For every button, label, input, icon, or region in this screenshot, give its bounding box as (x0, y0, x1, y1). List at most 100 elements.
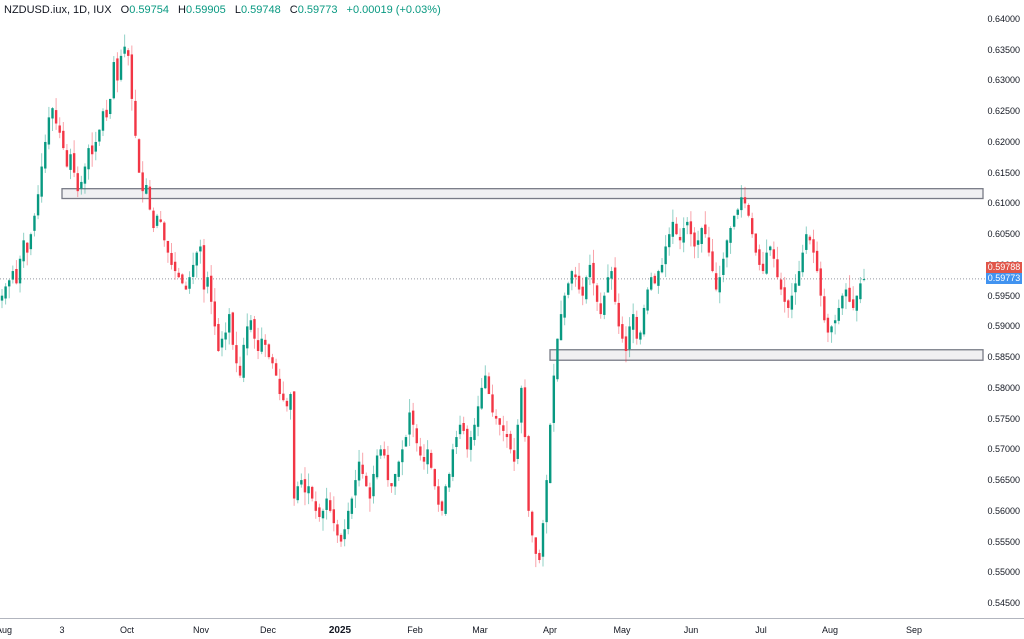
candle (502, 415, 505, 442)
candle (484, 365, 487, 390)
price-axis[interactable]: 0.64000 0.63500 0.63000 0.62500 0.62000 0.615… (985, 0, 1024, 618)
candle (98, 129, 101, 146)
candle (267, 343, 271, 360)
candle (556, 338, 559, 382)
candle (188, 271, 191, 294)
candle (592, 249, 595, 296)
candle (631, 303, 635, 344)
price-tick-label: 0.58000 (987, 382, 1020, 393)
candle (235, 331, 238, 373)
candle (624, 326, 628, 363)
candle (365, 472, 368, 487)
candle (617, 293, 620, 334)
candle (105, 99, 108, 121)
candle (44, 134, 47, 173)
candle (94, 131, 97, 161)
candle (761, 251, 765, 274)
candle (173, 252, 177, 280)
candle (722, 252, 725, 283)
candle (318, 503, 321, 522)
candle (347, 502, 350, 535)
candle (134, 89, 137, 139)
candle (4, 283, 7, 305)
candle (473, 418, 476, 446)
candle (40, 153, 43, 203)
candle (476, 395, 480, 437)
candle (375, 449, 379, 480)
candle (289, 392, 292, 420)
candle (54, 98, 58, 130)
candle (740, 185, 743, 218)
candle (480, 378, 483, 410)
time-tick-label: Feb (407, 625, 423, 635)
candle (732, 215, 736, 230)
candle (437, 479, 440, 512)
candle (765, 239, 768, 275)
candle (72, 140, 76, 178)
candle (711, 238, 714, 273)
candle (747, 203, 750, 218)
candle (260, 327, 263, 355)
candle (101, 108, 105, 137)
candle (783, 276, 786, 313)
candle (664, 235, 667, 278)
candle (166, 240, 170, 263)
time-axis[interactable]: Aug 3 Oct Nov Dec 2025 Feb Mar Apr May Jun Jul Aug Se… (0, 618, 1024, 639)
candle (833, 314, 837, 335)
price-tick-label: 0.64000 (987, 14, 1020, 24)
candle (213, 288, 216, 335)
candle (448, 472, 451, 492)
candle (253, 315, 256, 349)
candle (155, 213, 159, 229)
candle (137, 138, 141, 173)
candle (787, 299, 790, 318)
candle (487, 372, 491, 395)
candle (0, 289, 4, 309)
candle (145, 178, 148, 195)
candle (707, 226, 711, 257)
candle (217, 318, 220, 353)
candle (18, 255, 22, 293)
candle (844, 283, 848, 310)
candle (599, 292, 602, 319)
candle (750, 212, 754, 238)
candle (292, 391, 296, 506)
candle (300, 473, 303, 488)
candle (296, 481, 299, 504)
candle (823, 288, 826, 323)
candle (33, 213, 36, 237)
candle (862, 268, 866, 282)
support-zone[interactable] (549, 349, 984, 361)
candle (282, 381, 285, 402)
candle (332, 496, 336, 532)
candle (588, 254, 592, 286)
candle (700, 226, 703, 253)
candle (36, 185, 40, 220)
candle (646, 287, 649, 315)
candle (444, 484, 447, 516)
candle (808, 234, 812, 245)
candle (22, 232, 25, 268)
change-value: +0.00019 (+0.03%) (346, 4, 441, 16)
candle (642, 304, 646, 337)
candle (29, 232, 33, 256)
candle (181, 273, 184, 285)
candle (422, 444, 426, 470)
candle (191, 252, 195, 285)
candle (769, 245, 772, 256)
price-tick-label: 0.57000 (987, 444, 1020, 455)
candle (220, 331, 224, 357)
candle (271, 353, 274, 369)
candle (278, 368, 281, 401)
candle (577, 262, 581, 294)
resistance-zone[interactable] (61, 188, 984, 200)
candlestick-plot[interactable] (0, 0, 985, 618)
candle (321, 508, 325, 531)
candle (249, 314, 253, 333)
price-tick-label: 0.61500 (987, 167, 1020, 178)
candle (401, 440, 404, 476)
candle (743, 186, 747, 209)
candle (534, 537, 537, 568)
candle (152, 207, 155, 233)
candle (538, 549, 541, 564)
